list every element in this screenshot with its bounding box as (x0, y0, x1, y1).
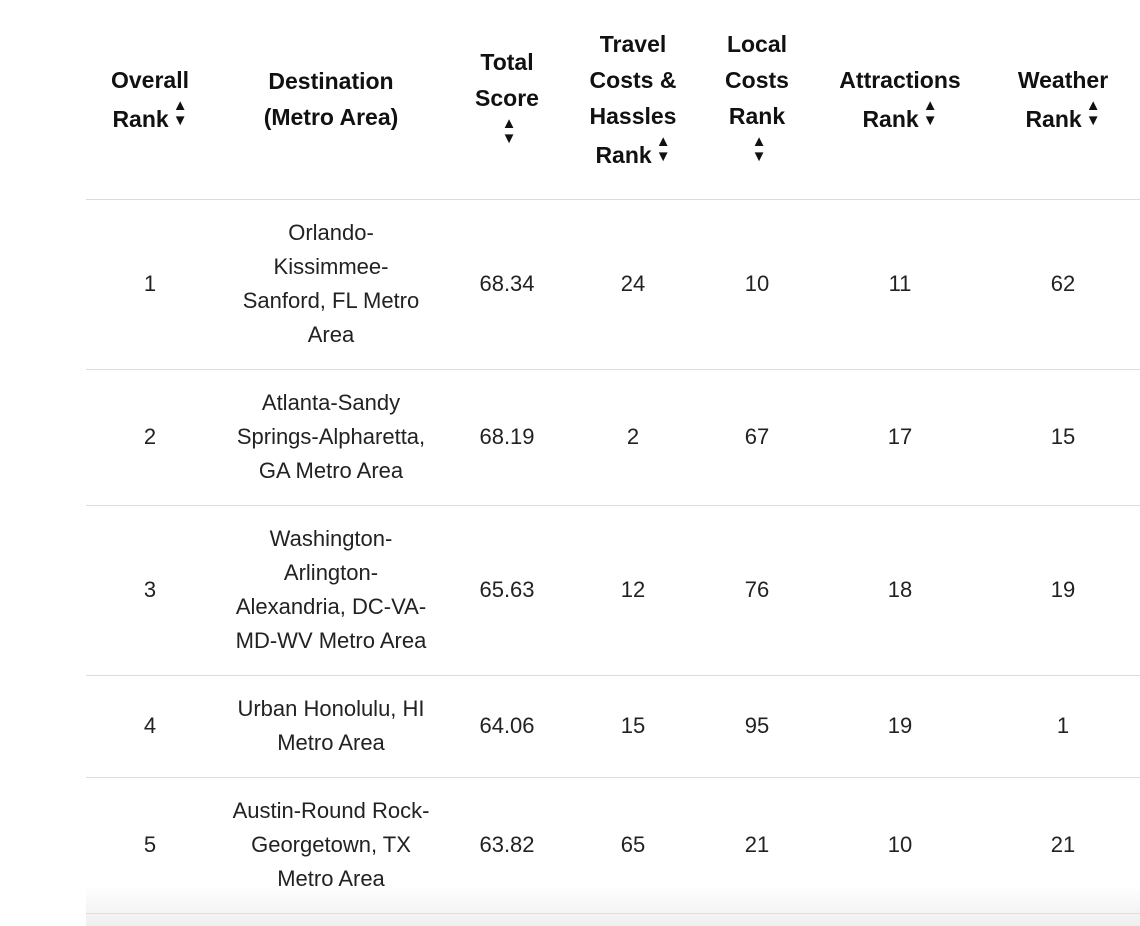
cell-travel-costs-rank: 15 (620, 713, 646, 738)
table-row: 1 Orlando-Kissimmee-Sanford, FL Metro Ar… (86, 199, 1140, 369)
cell-local-costs-rank: 21 (744, 832, 770, 857)
cell-local-costs-rank: 10 (744, 271, 770, 296)
header-row: Overall Rank▲ ▼ Destination (Metro Area) … (86, 0, 1140, 200)
rankings-table: Overall Rank▲ ▼ Destination (Metro Area) … (86, 0, 1140, 914)
cell-weather-rank: 21 (1050, 832, 1076, 857)
cell-weather-rank: 1 (1056, 713, 1070, 738)
cell-overall-rank: 4 (143, 713, 157, 738)
sort-both-icon[interactable]: ▲ ▼ (751, 132, 767, 165)
cell-weather-rank: 19 (1050, 577, 1076, 602)
col-header-label: Overall Rank (111, 66, 189, 132)
cell-local-costs-rank: 76 (744, 577, 770, 602)
table-row: 4 Urban Honolulu, HI Metro Area 64.06 15… (86, 675, 1140, 777)
col-header-label: Travel Costs & Hassles Rank (589, 30, 677, 168)
cell-overall-rank: 1 (143, 271, 157, 296)
cell-destination: Atlanta-Sandy Springs-Alpharetta, GA Met… (236, 390, 426, 483)
cell-destination: Urban Honolulu, HI Metro Area (237, 696, 425, 755)
cell-attractions-rank: 10 (887, 832, 913, 857)
sort-both-icon[interactable]: ▲ ▼ (501, 114, 517, 147)
cell-total-score: 64.06 (479, 713, 535, 738)
col-header-label: Weather Rank (1017, 66, 1109, 132)
table-header: Overall Rank▲ ▼ Destination (Metro Area) … (86, 0, 1140, 200)
col-header-attractions-rank[interactable]: Attractions Rank▲ ▼ (814, 0, 986, 200)
col-header-travel-costs-rank[interactable]: Travel Costs & Hassles Rank▲ ▼ (566, 0, 700, 200)
col-header-total-score[interactable]: Total Score▲ ▼ (448, 0, 566, 200)
sort-both-icon[interactable]: ▲ ▼ (655, 132, 671, 165)
col-header-local-costs-rank[interactable]: Local Costs Rank▲ ▼ (700, 0, 814, 200)
col-header-label: Destination (Metro Area) (263, 68, 399, 131)
col-header-destination: Destination (Metro Area) (214, 0, 448, 200)
cell-overall-rank: 5 (143, 832, 157, 857)
cell-total-score: 65.63 (479, 577, 535, 602)
cell-local-costs-rank: 95 (744, 713, 770, 738)
cell-local-costs-rank: 67 (744, 424, 770, 449)
cell-destination: Austin-Round Rock-Georgetown, TX Metro A… (232, 798, 430, 891)
cell-overall-rank: 3 (143, 577, 157, 602)
col-header-weather-rank[interactable]: Weather Rank▲ ▼ (986, 0, 1140, 200)
cell-total-score: 68.34 (479, 271, 535, 296)
cell-attractions-rank: 19 (887, 713, 913, 738)
cell-travel-costs-rank: 2 (626, 424, 640, 449)
table-row: 5 Austin-Round Rock-Georgetown, TX Metro… (86, 777, 1140, 913)
table-row: 3 Washington-Arlington-Alexandria, DC-VA… (86, 505, 1140, 675)
cell-total-score: 68.19 (479, 424, 535, 449)
cell-travel-costs-rank: 24 (620, 271, 646, 296)
cell-attractions-rank: 18 (887, 577, 913, 602)
cell-overall-rank: 2 (143, 424, 157, 449)
col-header-label: Local Costs Rank (725, 30, 789, 129)
cell-destination: Orlando-Kissimmee-Sanford, FL Metro Area (242, 220, 420, 347)
cell-destination: Washington-Arlington-Alexandria, DC-VA-M… (235, 526, 427, 653)
cell-travel-costs-rank: 65 (620, 832, 646, 857)
sort-both-icon[interactable]: ▲ ▼ (172, 96, 188, 129)
cell-attractions-rank: 11 (888, 271, 912, 296)
col-header-label: Attractions Rank (839, 66, 961, 132)
cell-total-score: 63.82 (479, 832, 535, 857)
sort-both-icon[interactable]: ▲ ▼ (922, 96, 938, 129)
cell-attractions-rank: 17 (887, 424, 913, 449)
table-row: 2 Atlanta-Sandy Springs-Alpharetta, GA M… (86, 369, 1140, 505)
cell-travel-costs-rank: 12 (620, 577, 646, 602)
cell-weather-rank: 62 (1050, 271, 1076, 296)
table-body: 1 Orlando-Kissimmee-Sanford, FL Metro Ar… (86, 199, 1140, 913)
sort-both-icon[interactable]: ▲ ▼ (1085, 96, 1101, 129)
col-header-label: Total Score (475, 48, 539, 111)
rankings-table-container: Overall Rank▲ ▼ Destination (Metro Area) … (86, 0, 1140, 926)
col-header-overall-rank[interactable]: Overall Rank▲ ▼ (86, 0, 214, 200)
cell-weather-rank: 15 (1050, 424, 1076, 449)
